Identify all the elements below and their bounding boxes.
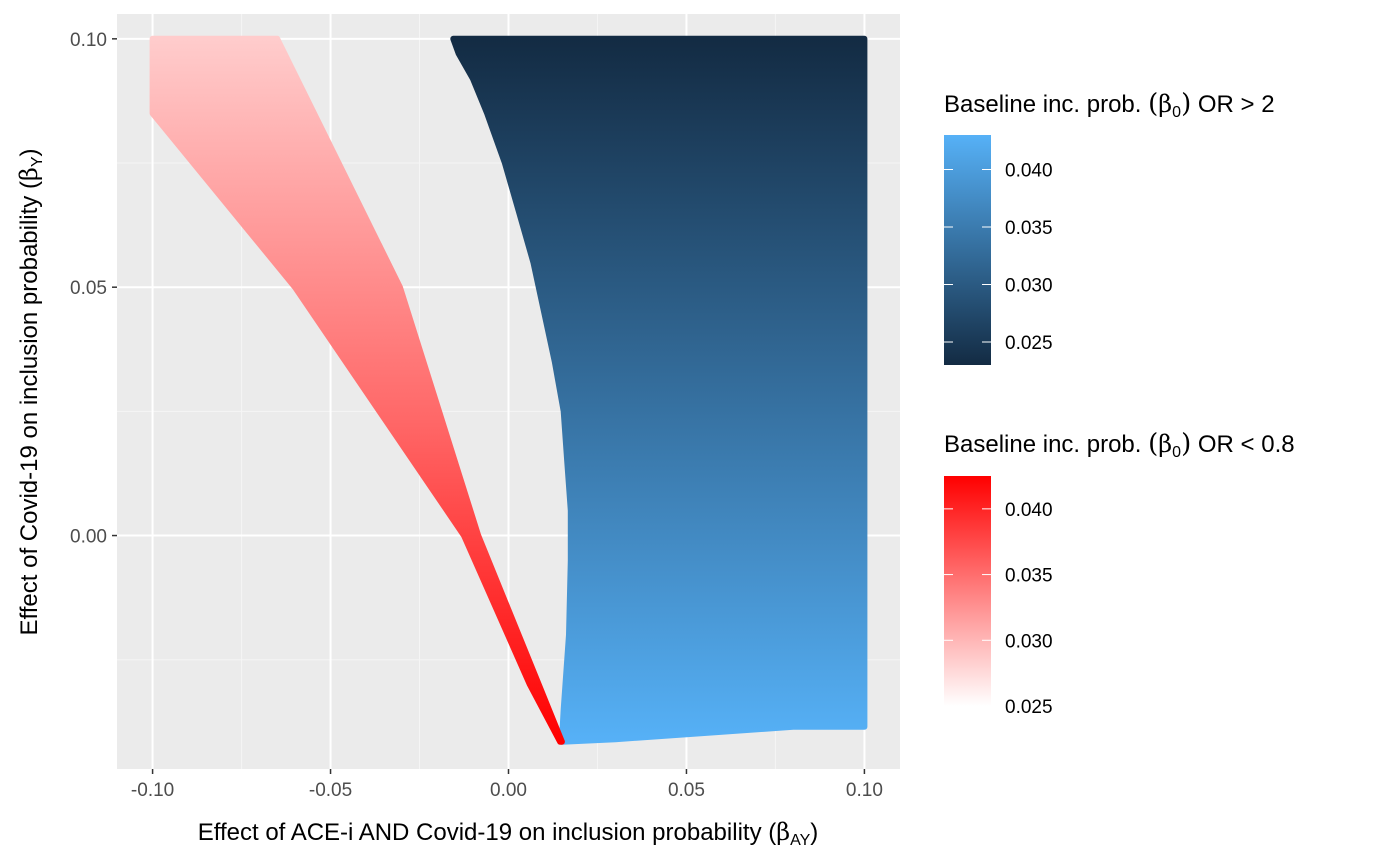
x-tick-label: 0.10 — [846, 780, 883, 801]
legend-blue-title-suffix: OR > 2 — [1191, 91, 1274, 118]
legend-tick-label: 0.025 — [1005, 697, 1053, 718]
legend-blue-title-prefix: Baseline inc. prob. — [944, 91, 1148, 118]
legend-blue-ticks: 0.025 0.030 0.035 0.040 — [944, 161, 1053, 354]
legend-red: Baseline inc. prob. (β0) OR < 0.8 0.0250… — [944, 429, 1295, 718]
region-or-less-0-8 — [149, 35, 565, 745]
y-axis-title-suffix: ) — [16, 148, 43, 156]
x-tick-label: -0.05 — [309, 780, 352, 801]
legend-red-title-prefix: Baseline inc. prob. — [944, 431, 1148, 458]
legend-tick-label: 0.040 — [1005, 161, 1053, 182]
x-tick-label: 0.05 — [668, 780, 705, 801]
x-tick-label: 0.00 — [490, 780, 527, 801]
legend-blue-paren-open: ( — [1148, 89, 1158, 119]
legend-red-colorbar — [944, 476, 991, 706]
legend-tick-label: 0.025 — [1005, 333, 1053, 354]
legend-tick-label: 0.030 — [1005, 276, 1053, 297]
x-axis-title: Effect of ACE-i AND Covid-19 on inclusio… — [198, 818, 819, 849]
y-axis-title: Effect of Covid-19 on inclusion probabil… — [15, 148, 46, 635]
y-tick-label: 0.10 — [70, 30, 107, 51]
legend-tick-label: 0.040 — [1005, 500, 1053, 521]
legend-blue-title-subscript: 0 — [1172, 104, 1181, 121]
legend-blue-paren-close: ) — [1181, 89, 1191, 119]
legend-blue-title: Baseline inc. prob. (β0) OR > 2 — [944, 89, 1275, 121]
y-axis-ticks: 0.00 0.05 0.10 — [70, 30, 117, 548]
legend-blue-title-symbol: β — [1158, 90, 1172, 118]
x-tick-label: -0.10 — [131, 780, 174, 801]
x-axis-ticks: -0.10 -0.05 0.00 0.05 0.10 — [131, 769, 883, 801]
y-axis-title-prefix: Effect of Covid-19 on inclusion probabil… — [16, 181, 43, 635]
x-axis-title-prefix: Effect of ACE-i AND Covid-19 on inclusio… — [198, 819, 777, 846]
y-tick-label: 0.00 — [70, 527, 107, 548]
legend-red-paren-open: ( — [1148, 429, 1158, 459]
region-or-greater-2 — [450, 35, 868, 745]
x-axis-title-suffix: ) — [810, 819, 818, 846]
y-axis-title-symbol: β — [15, 167, 43, 181]
y-axis-title-subscript: Y — [29, 156, 46, 167]
legend-red-title-suffix: OR < 0.8 — [1191, 431, 1294, 458]
legend-red-paren-close: ) — [1181, 429, 1191, 459]
x-axis-title-subscript: AY — [790, 832, 810, 849]
legend-red-title-subscript: 0 — [1172, 444, 1181, 461]
legend-red-title-symbol: β — [1158, 430, 1172, 458]
legend-tick-label: 0.030 — [1005, 631, 1053, 652]
legend-tick-label: 0.035 — [1005, 218, 1053, 239]
x-axis-title-symbol: β — [776, 818, 790, 846]
legend-red-title: Baseline inc. prob. (β0) OR < 0.8 — [944, 429, 1295, 461]
y-tick-label: 0.05 — [70, 278, 107, 299]
data-regions — [149, 35, 868, 745]
legend-tick-label: 0.035 — [1005, 566, 1053, 587]
legend-red-ticks: 0.025 0.030 0.035 0.040 — [944, 500, 1053, 718]
legend-blue: Baseline inc. prob. (β0) OR > 2 0.0250.0… — [944, 89, 1275, 365]
legend-blue-colorbar — [944, 135, 991, 365]
